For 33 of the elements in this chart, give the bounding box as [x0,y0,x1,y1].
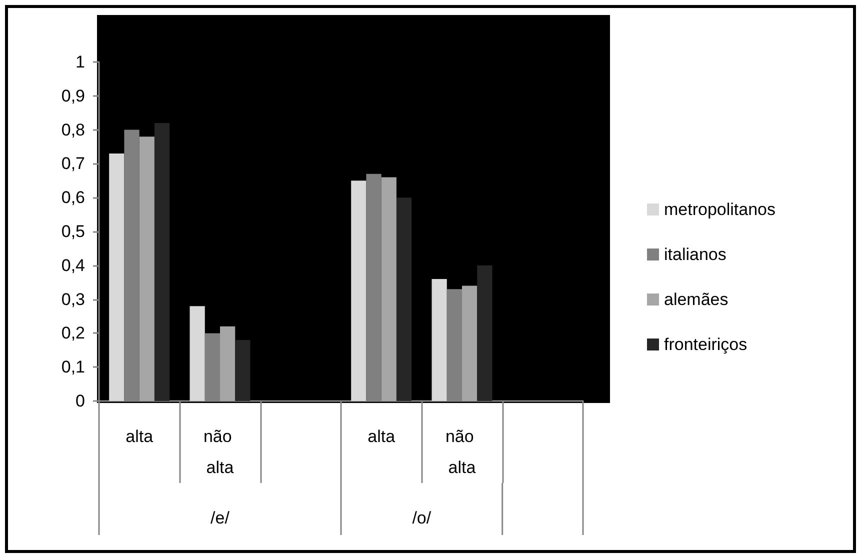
bar [462,286,478,401]
y-tick-label: 0,7 [61,154,85,174]
legend-label: fronteiriços [664,335,748,354]
text: /e/ [210,508,230,528]
x-tick-label: não alta [203,427,237,477]
bar [190,306,205,401]
bar [396,198,412,401]
y-tick-label: 1 [76,52,85,72]
y-tick-label: 0,8 [61,120,85,140]
y-tick-label: 0,2 [61,324,85,343]
y-tick-label: 0,3 [61,290,85,309]
bar [139,136,154,401]
x-tick-label: alta [126,427,154,446]
bar [154,123,170,401]
x-tick-label: alta [368,427,396,446]
text: /o/ [412,508,432,528]
bar [235,340,250,401]
y-tick-label: 0,6 [61,188,85,208]
legend-label: metropolitanos [664,200,776,219]
legend-label: italianos [664,245,726,264]
x-tick-label: não alta [445,427,479,477]
y-tick-label: 0,9 [61,86,85,106]
legend-label: alemães [664,290,728,309]
y-tick-label: 0,4 [61,256,85,275]
bar [220,326,236,401]
bar [109,154,124,401]
y-tick-label: 0 [76,392,85,410]
bar [381,177,396,401]
bar [477,265,492,401]
bar [351,180,366,401]
y-tick-label: 0,1 [61,358,85,377]
bar [432,278,447,401]
y-tick-label: 0,5 [61,222,85,241]
